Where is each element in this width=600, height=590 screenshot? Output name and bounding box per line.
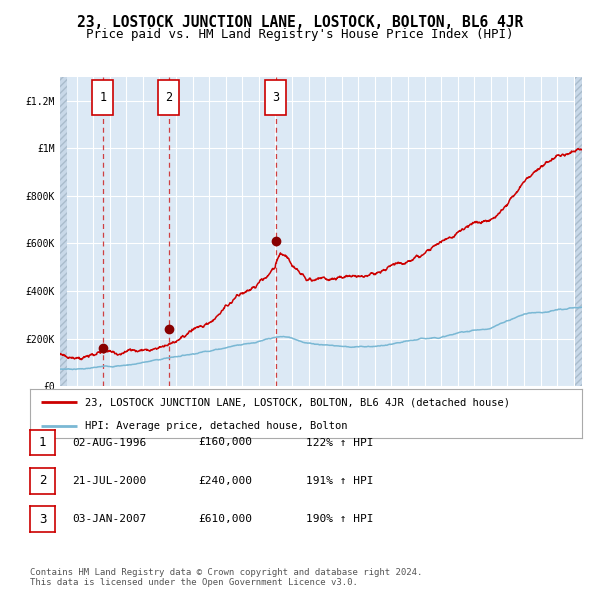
Bar: [158, 80, 179, 116]
Text: HPI: Average price, detached house, Bolton: HPI: Average price, detached house, Bolt…: [85, 421, 348, 431]
Text: Contains HM Land Registry data © Crown copyright and database right 2024.
This d: Contains HM Land Registry data © Crown c…: [30, 568, 422, 587]
Text: 1: 1: [99, 91, 106, 104]
Bar: [575, 77, 582, 386]
Text: 2: 2: [165, 91, 172, 104]
Bar: [92, 80, 113, 116]
Bar: [575, 77, 582, 386]
Text: 191% ↑ HPI: 191% ↑ HPI: [306, 476, 373, 486]
Text: 21-JUL-2000: 21-JUL-2000: [72, 476, 146, 486]
Text: £610,000: £610,000: [198, 514, 252, 524]
Text: 03-JAN-2007: 03-JAN-2007: [72, 514, 146, 524]
Text: 23, LOSTOCK JUNCTION LANE, LOSTOCK, BOLTON, BL6 4JR: 23, LOSTOCK JUNCTION LANE, LOSTOCK, BOLT…: [77, 15, 523, 30]
Text: £240,000: £240,000: [198, 476, 252, 486]
Text: 1: 1: [39, 436, 46, 449]
Bar: [265, 80, 286, 116]
Bar: [60, 77, 67, 386]
Text: Price paid vs. HM Land Registry's House Price Index (HPI): Price paid vs. HM Land Registry's House …: [86, 28, 514, 41]
Text: 3: 3: [272, 91, 279, 104]
Text: 122% ↑ HPI: 122% ↑ HPI: [306, 438, 373, 447]
Text: 23, LOSTOCK JUNCTION LANE, LOSTOCK, BOLTON, BL6 4JR (detached house): 23, LOSTOCK JUNCTION LANE, LOSTOCK, BOLT…: [85, 398, 510, 408]
Text: 2: 2: [39, 474, 46, 487]
Text: 02-AUG-1996: 02-AUG-1996: [72, 438, 146, 447]
Text: £160,000: £160,000: [198, 438, 252, 447]
Text: 3: 3: [39, 513, 46, 526]
Bar: [60, 77, 67, 386]
Text: 190% ↑ HPI: 190% ↑ HPI: [306, 514, 373, 524]
